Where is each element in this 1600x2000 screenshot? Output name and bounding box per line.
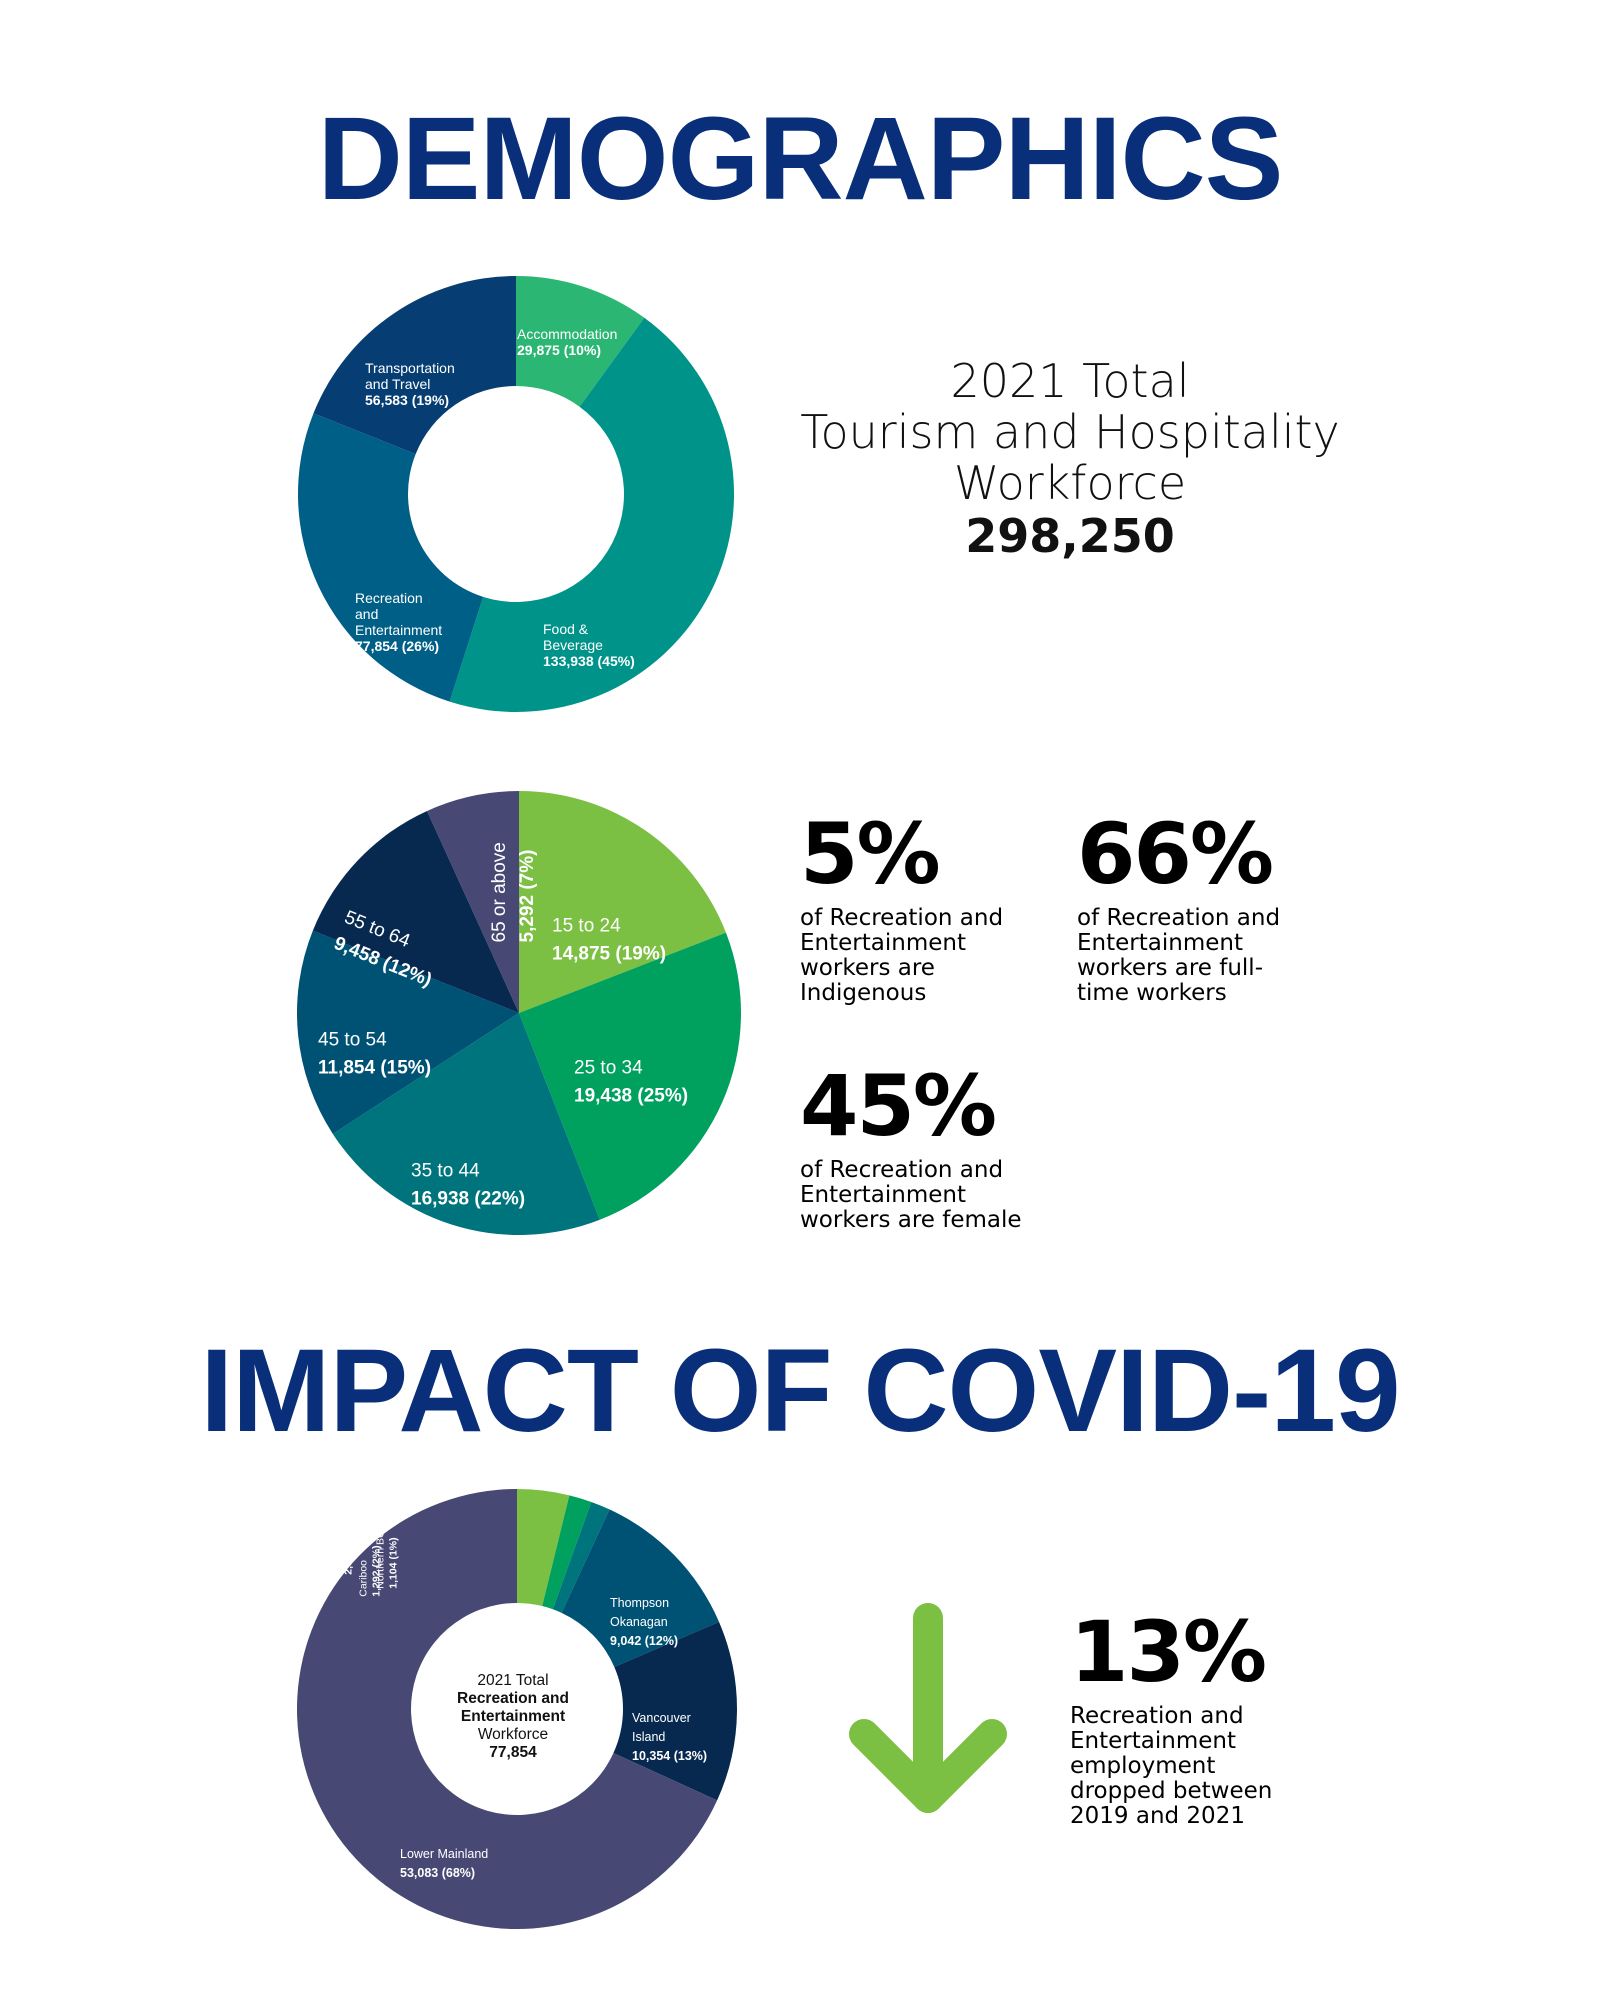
slice-label-2-0: Kootenay 2,979 (4%): [330, 1523, 355, 1574]
slice-label-1-5: 65 or above 5,292 (7%): [489, 842, 538, 942]
center-label-line: Entertainment: [461, 1708, 565, 1725]
total-label-line-3: Workforce: [953, 456, 1187, 510]
slice-category-label: 45 to 54: [318, 1030, 387, 1051]
drop-stat-value: 13%: [1070, 1603, 1267, 1701]
slice-1-4: [312, 810, 519, 1013]
slice-category-label: Lower Mainland: [400, 1847, 488, 1861]
slice-1-0: [519, 791, 726, 1013]
slice-1-2: [332, 1013, 600, 1235]
slice-2-3: [561, 1509, 720, 1668]
center-label-line: Workforce: [478, 1726, 548, 1743]
slice-0-1: [449, 317, 734, 712]
slice-value-label: 1,292 (2%): [371, 1545, 383, 1596]
total-value: 298,250: [965, 509, 1175, 563]
slice-label-2-4: Vancouver Island 10,354 (13%): [632, 1711, 707, 1763]
slice-category-label: Entertainment: [355, 622, 442, 638]
slice-label-2-2: Northern BC 1,104 (1%): [375, 1530, 400, 1589]
drop-stat-desc: Recreation and Entertainment employment …: [1070, 1703, 1273, 1829]
drop-stat: 13% Recreation and Entertainment employm…: [1070, 1610, 1272, 1829]
fulltime-stat: 66% of Recreation and Entertainment work…: [1077, 812, 1280, 1006]
slice-1-1: [519, 932, 741, 1220]
slice-1-3: [297, 930, 519, 1134]
slice-1-5: [427, 791, 519, 1013]
slice-value-label: 53,083 (68%): [400, 1866, 475, 1880]
total-label-line-1: 2021 Total: [950, 354, 1190, 408]
total-label-line-2: Tourism and Hospitality: [800, 405, 1340, 459]
slice-category-label: Accommodation: [517, 326, 617, 342]
region-donut-chart: Kootenay 2,979 (4%)Cariboo 1,292 (2%)North…: [296, 1489, 737, 1929]
arrow-head: [849, 1719, 1007, 1813]
slice-value-label: 11,854 (15%): [318, 1058, 431, 1079]
slice-value-label: 10,354 (13%): [632, 1749, 707, 1763]
slice-category-label: Northern BC: [375, 1530, 387, 1589]
total-workforce-block: 2021 Total Tourism and Hospitality Workf…: [760, 354, 1380, 564]
slice-category-label: Cariboo: [358, 1560, 370, 1597]
indigenous-stat-value: 5%: [800, 805, 941, 903]
slice-category-label: and Travel: [365, 376, 430, 392]
slice-category-label: Vancouver: [632, 1711, 691, 1725]
slice-label-1-3: 45 to 54 11,854 (15%): [318, 1030, 431, 1079]
slice-2-1: [542, 1495, 592, 1610]
fulltime-stat-desc: of Recreation and Entertainment workers …: [1077, 905, 1281, 1006]
slice-0-2: [297, 413, 484, 702]
slice-label-1-2: 35 to 44 16,938 (22%): [411, 1161, 525, 1210]
indigenous-stat: 5% of Recreation and Entertainment worke…: [800, 812, 1003, 1006]
female-stat-desc: of Recreation and Entertainment workers …: [800, 1157, 1022, 1233]
slice-0-3: [313, 276, 516, 455]
fulltime-stat-value: 66%: [1077, 805, 1274, 903]
center-label-line: 2021 Total: [477, 1672, 548, 1689]
slice-value-label: 133,938 (45%): [543, 653, 635, 669]
age-pie-chart: 15 to 24 14,875 (19%) 25 to 34 19,438 (25%)…: [297, 791, 741, 1235]
slice-value-label: 56,583 (19%): [365, 392, 449, 408]
slice-category-label: 15 to 24: [552, 916, 621, 937]
slice-category-label: Island: [632, 1730, 665, 1744]
slice-label-1-1: 25 to 34 19,438 (25%): [574, 1058, 688, 1107]
covid-heading: IMPACT OF COVID-19: [200, 1325, 1400, 1457]
slice-category-label: and: [355, 606, 378, 622]
female-stat: 45% of Recreation and Entertainment work…: [800, 1064, 1022, 1233]
slice-value-label: 5,292 (7%): [517, 850, 538, 943]
slice-value-label: 14,875 (19%): [552, 944, 666, 965]
slice-value-label: 77,854 (26%): [355, 638, 439, 654]
center-label-line: Recreation and: [457, 1690, 569, 1707]
slice-2-5: [296, 1489, 718, 1929]
demographics-heading: DEMOGRAPHICS: [317, 93, 1284, 225]
slice-category-label: 25 to 34: [574, 1058, 643, 1079]
slice-category-label: Food &: [543, 621, 589, 637]
slice-2-4: [613, 1621, 737, 1801]
slice-category-label: Beverage: [543, 637, 603, 653]
slice-category-label: 65 or above: [489, 842, 510, 942]
slice-0-0: [516, 276, 645, 407]
slice-value-label: 9,042 (12%): [610, 1634, 678, 1648]
slice-category-label: Transportation: [365, 360, 455, 376]
slice-value-label: 1,104 (1%): [388, 1537, 400, 1588]
slice-label-2-1: Cariboo 1,292 (2%): [358, 1545, 383, 1596]
center-total-value: 77,854: [489, 1744, 537, 1761]
slice-value-label: 2,979 (4%): [343, 1523, 355, 1574]
slice-value-label: 16,938 (22%): [411, 1189, 525, 1210]
slice-label-2-3: Thompson Okanagan 9,042 (12%): [610, 1596, 678, 1648]
slice-label-1-0: 15 to 24 14,875 (19%): [552, 916, 666, 965]
slice-category-label: Okanagan: [610, 1615, 668, 1629]
slice-2-2: [552, 1501, 610, 1613]
slice-category-label: 35 to 44: [411, 1161, 480, 1182]
slice-2-0: [517, 1489, 570, 1607]
indigenous-stat-desc: of Recreation and Entertainment workers …: [800, 905, 1004, 1006]
slice-category-label: Thompson: [610, 1596, 669, 1610]
slice-category-label: Kootenay: [330, 1530, 342, 1575]
slice-category-label: Recreation: [355, 590, 423, 606]
slice-label-2-5: Lower Mainland 53,083 (68%): [400, 1847, 488, 1880]
female-stat-value: 45%: [800, 1057, 997, 1155]
slice-value-label: 19,438 (25%): [574, 1086, 688, 1107]
slice-value-label: 29,875 (10%): [517, 342, 601, 358]
arrow-down-icon: [849, 1603, 1007, 1813]
